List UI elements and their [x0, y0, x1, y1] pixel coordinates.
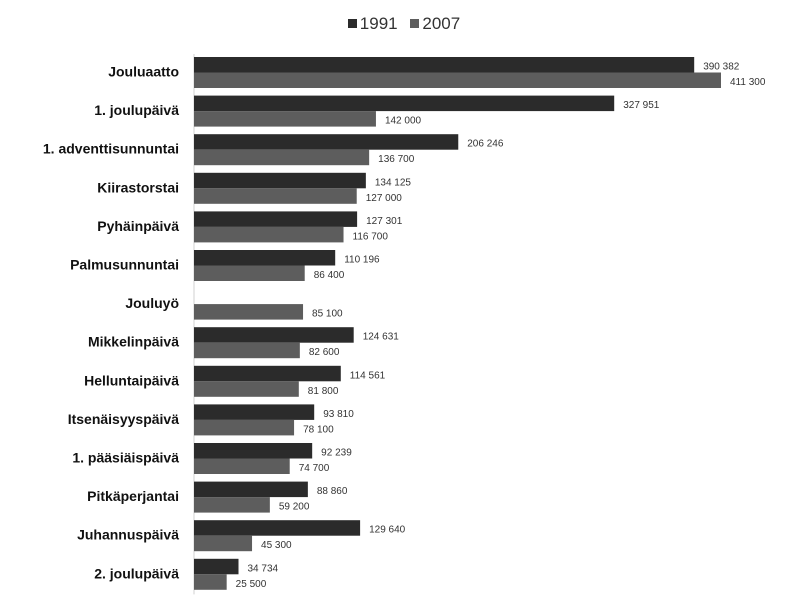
data-label-1991-pitkaperjantai: 88 860 [317, 486, 348, 497]
data-label-2007-itsenaisyyspaiva: 78 100 [303, 424, 334, 435]
data-label-2007-2-joulupaiva: 25 500 [236, 579, 267, 590]
category-label-jouluaatto: Jouluaatto [108, 64, 179, 80]
data-label-1991-1-paasiaispaiva: 92 239 [321, 448, 352, 459]
category-label-1-joulupaiva: 1. joulupäivä [94, 102, 179, 118]
category-label-itsenaisyyspaiva: Itsenäisyyspäivä [68, 411, 180, 427]
legend-label-1991: 1991 [359, 14, 398, 33]
data-label-2007-1-paasiaispaiva: 74 700 [299, 463, 330, 474]
data-label-1991-palmusunnuntai: 110 196 [344, 255, 380, 266]
bar-2007-pyhainpaiva [194, 226, 344, 243]
bar-2007-kiirastorstai [194, 188, 357, 204]
data-label-2007-jouluaatto: 411 300 [730, 77, 766, 88]
bar-2007-jouluyo [194, 304, 304, 320]
data-label-2007-mikkelinpaiva: 82 600 [309, 347, 340, 358]
data-label-1991-helluntaipaiva: 114 561 [350, 370, 386, 381]
category-label-pyhainpaiva: Pyhäinpäivä [97, 218, 179, 234]
bar-2007-jouluaatto [194, 72, 721, 88]
category-label-kiirastorstai: Kiirastorstai [97, 179, 179, 195]
category-label-juhannuspaiva: Juhannuspäivä [77, 527, 179, 543]
bar-1991-mikkelinpaiva [194, 327, 354, 343]
bar-1991-juhannuspaiva [194, 520, 361, 536]
bar-1991-itsenaisyyspaiva [194, 404, 315, 420]
data-label-1991-mikkelinpaiva: 124 631 [363, 332, 400, 343]
data-label-1991-kiirastorstai: 134 125 [375, 177, 412, 188]
data-label-2007-palmusunnuntai: 86 400 [314, 270, 345, 281]
data-label-2007-jouluyo: 85 100 [312, 309, 343, 320]
legend: 1991 2007 [0, 14, 808, 34]
bar-2007-pitkaperjantai [194, 497, 270, 513]
category-label-pitkaperjantai: Pitkäperjantai [87, 488, 179, 504]
data-label-2007-juhannuspaiva: 45 300 [261, 540, 292, 551]
bar-2007-mikkelinpaiva [194, 342, 300, 359]
data-label-1991-2-joulupaiva: 34 734 [248, 563, 279, 574]
category-label-helluntaipaiva: Helluntaipäivä [84, 372, 179, 388]
legend-item-1991: 1991 [347, 14, 398, 34]
bar-1991-1-joulupaiva [194, 95, 615, 112]
category-label-2-joulupaiva: 2. joulupäivä [94, 565, 179, 581]
data-label-1991-jouluaatto: 390 382 [703, 62, 740, 73]
legend-swatch-2007 [410, 19, 420, 28]
legend-swatch-1991 [347, 19, 357, 28]
bar-1991-palmusunnuntai [194, 250, 336, 266]
bar-1991-pyhainpaiva [194, 211, 358, 227]
data-label-2007-helluntaipaiva: 81 800 [308, 386, 339, 397]
legend-label-2007: 2007 [422, 14, 461, 33]
data-label-1991-juhannuspaiva: 129 640 [369, 525, 406, 536]
bar-1991-1-paasiaispaiva [194, 443, 313, 459]
data-label-2007-pyhainpaiva: 116 700 [353, 231, 389, 242]
category-label-1-adventtisunnuntai: 1. adventtisunnuntai [43, 141, 179, 157]
bar-1991-2-joulupaiva [194, 558, 239, 575]
data-label-1991-itsenaisyyspaiva: 93 810 [323, 409, 354, 420]
data-label-1991-1-joulupaiva: 327 951 [623, 100, 660, 111]
data-label-1991-pyhainpaiva: 127 301 [366, 216, 403, 227]
bar-2007-juhannuspaiva [194, 535, 253, 552]
bar-1991-pitkaperjantai [194, 481, 308, 498]
bar-2007-1-adventtisunnuntai [194, 149, 370, 166]
bar-1991-jouluaatto [194, 57, 695, 73]
bar-2007-palmusunnuntai [194, 265, 305, 281]
bar-2007-1-joulupaiva [194, 111, 376, 127]
data-label-2007-kiirastorstai: 127 000 [366, 193, 403, 204]
data-label-2007-1-joulupaiva: 142 000 [385, 116, 422, 127]
category-label-palmusunnuntai: Palmusunnuntai [70, 257, 179, 273]
data-label-2007-1-adventtisunnuntai: 136 700 [378, 154, 415, 165]
category-label-1-paasiaispaiva: 1. pääsiäispäivä [72, 450, 179, 466]
bar-1991-1-adventtisunnuntai [194, 134, 459, 150]
category-label-mikkelinpaiva: Mikkelinpäivä [88, 334, 179, 350]
data-label-1991-1-adventtisunnuntai: 206 246 [467, 139, 504, 150]
bar-2007-2-joulupaiva [194, 574, 227, 590]
bar-2007-itsenaisyyspaiva [194, 419, 295, 436]
data-label-2007-pitkaperjantai: 59 200 [279, 502, 310, 513]
bar-1991-kiirastorstai [194, 172, 366, 189]
category-label-jouluyo: Jouluyö [125, 295, 179, 311]
bar-2007-helluntaipaiva [194, 381, 299, 397]
legend-item-2007: 2007 [410, 14, 460, 34]
bar-1991-helluntaipaiva [194, 365, 341, 382]
bar-2007-1-paasiaispaiva [194, 458, 290, 474]
